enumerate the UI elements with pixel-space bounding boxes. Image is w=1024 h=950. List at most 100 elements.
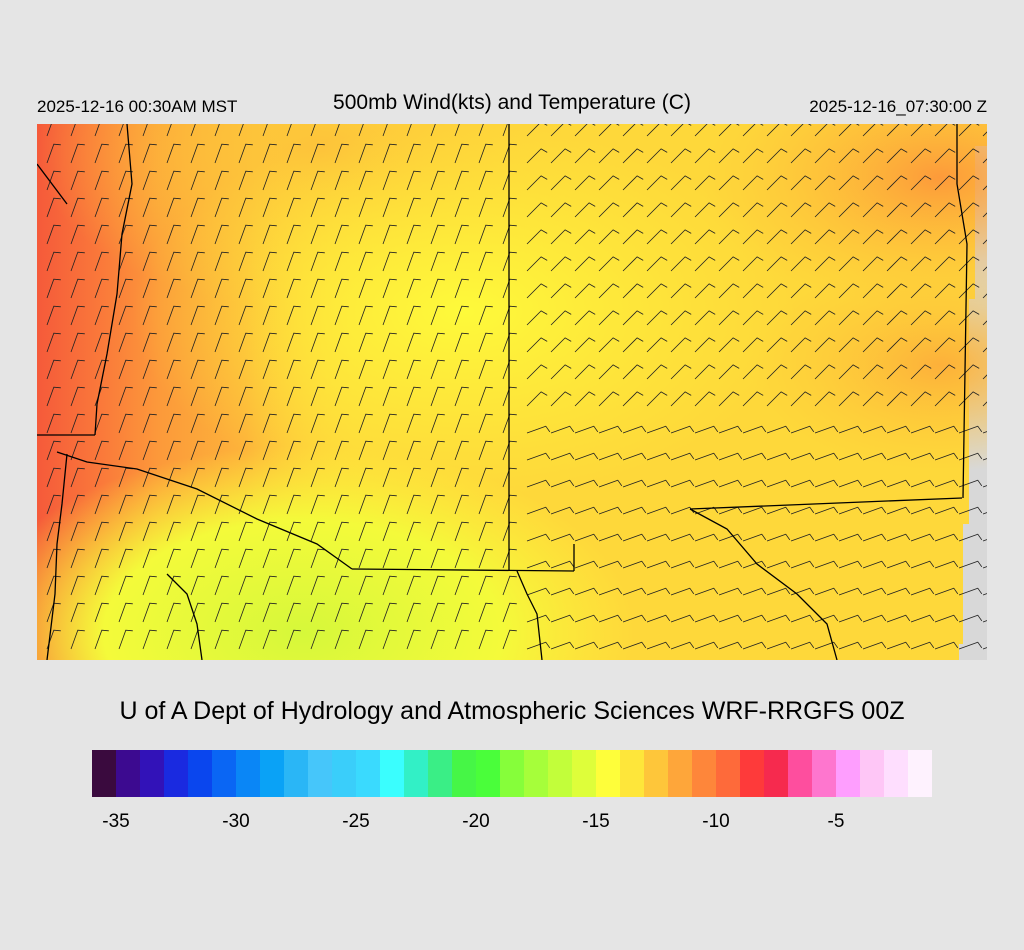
- wind-barb: [886, 364, 908, 380]
- wind-barb: [910, 229, 932, 245]
- wind-barb: [766, 587, 791, 596]
- wind-barb: [502, 251, 517, 272]
- wind-barb: [838, 587, 863, 596]
- wind-barb: [310, 575, 325, 596]
- wind-barb: [382, 548, 397, 569]
- wind-barb: [334, 278, 349, 299]
- wind-barb: [910, 202, 932, 218]
- wind-barb: [334, 602, 349, 623]
- wind-barb: [310, 332, 325, 353]
- wind-barb: [934, 452, 959, 461]
- wind-barb: [262, 170, 277, 191]
- colorbar-tick-label: -10: [702, 811, 730, 832]
- wind-barb: [622, 283, 644, 299]
- wind-barb: [358, 197, 373, 218]
- wind-barb: [406, 467, 421, 488]
- wind-barb: [526, 560, 551, 569]
- wind-barb: [142, 251, 157, 272]
- colorbar-swatch: [356, 750, 380, 797]
- wind-barb: [934, 229, 956, 245]
- wind-barb: [910, 587, 935, 596]
- wind-barb: [646, 479, 671, 488]
- wind-barb: [430, 467, 445, 488]
- wind-barb: [574, 364, 596, 380]
- wind-barb: [814, 202, 836, 218]
- wind-barb: [334, 251, 349, 272]
- wind-barb: [790, 337, 812, 353]
- wind-barb: [958, 533, 983, 542]
- wind-barb: [214, 386, 229, 407]
- wind-barb: [406, 224, 421, 245]
- wind-barb: [262, 224, 277, 245]
- wind-barb: [502, 467, 517, 488]
- wind-barb: [262, 143, 277, 164]
- wind-barb: [310, 629, 325, 650]
- wind-barb: [94, 629, 109, 650]
- wind-barb: [598, 533, 623, 542]
- wind-barb: [502, 332, 517, 353]
- wind-barb: [622, 587, 647, 596]
- wind-barb: [622, 506, 647, 515]
- wind-barb: [550, 479, 575, 488]
- wind-barb: [118, 143, 133, 164]
- wind-barb: [574, 229, 596, 245]
- wind-barb: [334, 143, 349, 164]
- wind-barb: [550, 124, 572, 137]
- temperature-wind-map: [37, 124, 987, 660]
- wind-barb: [94, 575, 109, 596]
- wind-barb: [742, 391, 764, 407]
- wind-barb: [622, 391, 644, 407]
- wind-barb: [118, 332, 133, 353]
- colorbar-swatch: [836, 750, 860, 797]
- wind-barb: [382, 602, 397, 623]
- wind-barb: [214, 224, 229, 245]
- wind-barb: [910, 391, 932, 407]
- wind-barb: [118, 521, 133, 542]
- wind-barb: [718, 614, 743, 623]
- wind-barb: [454, 386, 469, 407]
- wind-barb: [670, 641, 695, 650]
- wind-barb: [742, 124, 764, 137]
- wind-barb: [406, 170, 421, 191]
- wind-barb: [334, 440, 349, 461]
- wind-barb: [430, 413, 445, 434]
- wind-barb: [790, 229, 812, 245]
- wind-barb: [406, 548, 421, 569]
- wind-barb: [742, 452, 767, 461]
- wind-barb: [550, 506, 575, 515]
- wind-barb: [382, 413, 397, 434]
- colorbar-swatch: [596, 750, 620, 797]
- wind-barb: [598, 479, 623, 488]
- wind-barb: [142, 332, 157, 353]
- wind-barb: [70, 548, 85, 569]
- wind-barb: [142, 386, 157, 407]
- wind-barb: [670, 283, 692, 299]
- wind-barb: [790, 283, 812, 299]
- wind-barb: [766, 256, 788, 272]
- wind-barb: [526, 425, 551, 434]
- wind-barb: [166, 359, 181, 380]
- wind-barb: [718, 560, 743, 569]
- wind-barb: [310, 278, 325, 299]
- wind-barb: [454, 413, 469, 434]
- wind-barb: [958, 256, 980, 272]
- wind-barb: [526, 256, 548, 272]
- wind-barb: [862, 641, 887, 650]
- wind-barb: [574, 175, 596, 191]
- wind-barb: [814, 479, 839, 488]
- credit-label: U of A Dept of Hydrology and Atmospheric…: [119, 697, 905, 725]
- wind-barb: [838, 256, 860, 272]
- wind-barb: [94, 494, 109, 515]
- wind-barb: [622, 560, 647, 569]
- wind-barb: [790, 587, 815, 596]
- wind-barb: [574, 506, 599, 515]
- wind-barb: [622, 641, 647, 650]
- wind-barb: [670, 364, 692, 380]
- wind-barb: [886, 506, 911, 515]
- wind-barb: [382, 386, 397, 407]
- wind-barb: [286, 305, 301, 326]
- wind-barb: [934, 283, 956, 299]
- wind-barb: [814, 560, 839, 569]
- wind-barb: [550, 560, 575, 569]
- wind-barb: [166, 629, 181, 650]
